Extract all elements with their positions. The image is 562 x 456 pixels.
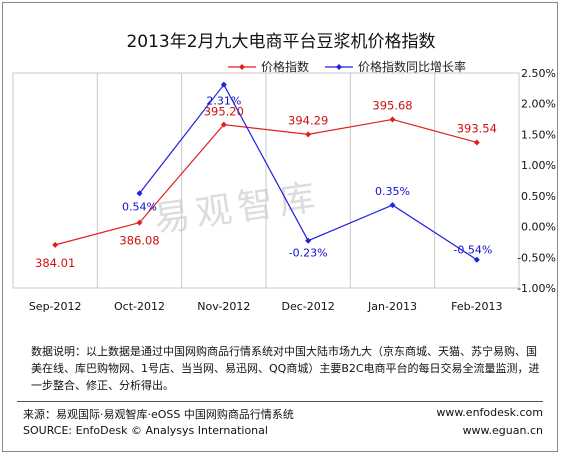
plot-grid: [12, 72, 520, 289]
price-index-line: [55, 118, 477, 246]
x-tick-label: Dec-2012: [282, 300, 335, 313]
source-cn: 来源：易观国际·易观智库·eOSS 中国网购商品行情系统: [23, 408, 294, 421]
y2-tick-label: 1.00%: [521, 159, 556, 172]
legend-swatch-marker: [239, 64, 245, 70]
growth-rate-point: [389, 202, 396, 209]
series-group: 384.01 386.08 395.20 394.29 395.68 393.54 0.54…: [35, 81, 497, 270]
price-index-label: 394.29: [288, 113, 328, 127]
price-index-point: [305, 131, 312, 138]
growth-rate-point: [473, 256, 480, 263]
y2-tick-label: 2.50%: [521, 67, 556, 80]
price-index-point: [136, 219, 143, 226]
growth-rate-label: 0.54%: [122, 200, 157, 213]
url-enfodesk: www.enfodesk.com: [436, 406, 543, 419]
source-en: SOURCE: EnfoDesk © Analysys Internationa…: [23, 424, 268, 437]
price-index-point: [220, 121, 227, 128]
price-index-label: 395.20: [204, 105, 244, 119]
growth-rate-label: -0.23%: [289, 247, 328, 260]
x-tick-label: Oct-2012: [114, 300, 165, 313]
legend-swatch-marker: [336, 64, 342, 70]
data-note: 数据说明：以上数据是通过中国网购商品行情系统对中国大陆市场九大（京东商城、天猫、…: [31, 345, 540, 392]
y2-tick-label: 2.00%: [521, 98, 556, 111]
price-index-point: [52, 241, 59, 248]
y2-tick-label: 0.00%: [521, 221, 556, 234]
x-tick-label: Jan-2013: [367, 300, 417, 313]
price-index-label: 384.01: [35, 256, 75, 270]
growth-rate-point: [136, 190, 143, 197]
price-index-chart: 易观智库 2013年2月九大电商平台豆浆机价格指数 价格指数 价格指数同比增长率 …: [12, 32, 556, 313]
x-axis: Sep-2012 Oct-2012 Nov-2012 Dec-2012 Jan-2013…: [29, 300, 503, 313]
x-tick-label: Feb-2013: [451, 300, 502, 313]
url-eguan: www.eguan.cn: [462, 424, 543, 437]
y2-tick-label: 1.50%: [521, 128, 556, 141]
y2-tick-label: -1.00%: [517, 282, 556, 295]
legend: 价格指数 价格指数同比增长率: [228, 59, 466, 74]
price-index-point: [389, 116, 396, 123]
y2-tick-label: 0.50%: [521, 190, 556, 203]
price-index-label: 395.68: [372, 98, 412, 112]
watermark-text: 易观智库: [152, 177, 324, 241]
growth-rate-point: [220, 81, 227, 88]
price-index-point: [473, 139, 480, 146]
y2-tick-label: -0.50%: [517, 251, 556, 264]
x-tick-label: Sep-2012: [29, 300, 82, 313]
growth-rate-label: -0.54%: [453, 244, 492, 257]
chart-title: 2013年2月九大电商平台豆浆机价格指数: [126, 32, 435, 52]
legend-label: 价格指数同比增长率: [358, 59, 466, 74]
x-tick-label: Nov-2012: [197, 300, 250, 313]
divider-line: [17, 401, 543, 402]
price-index-label: 393.54: [457, 121, 497, 135]
growth-rate-label: 2.31%: [206, 95, 241, 108]
growth-rate-label: 0.35%: [375, 185, 410, 198]
price-index-label: 386.08: [119, 234, 159, 248]
chart-frame: 易观智库 2013年2月九大电商平台豆浆机价格指数 价格指数 价格指数同比增长率 …: [2, 2, 558, 452]
growth-rate-point: [305, 237, 312, 244]
legend-label: 价格指数: [261, 59, 309, 74]
right-y-axis: 2.50% 2.00% 1.50% 1.00% 0.50% 0.00% -0.50% -1.0…: [517, 67, 556, 295]
